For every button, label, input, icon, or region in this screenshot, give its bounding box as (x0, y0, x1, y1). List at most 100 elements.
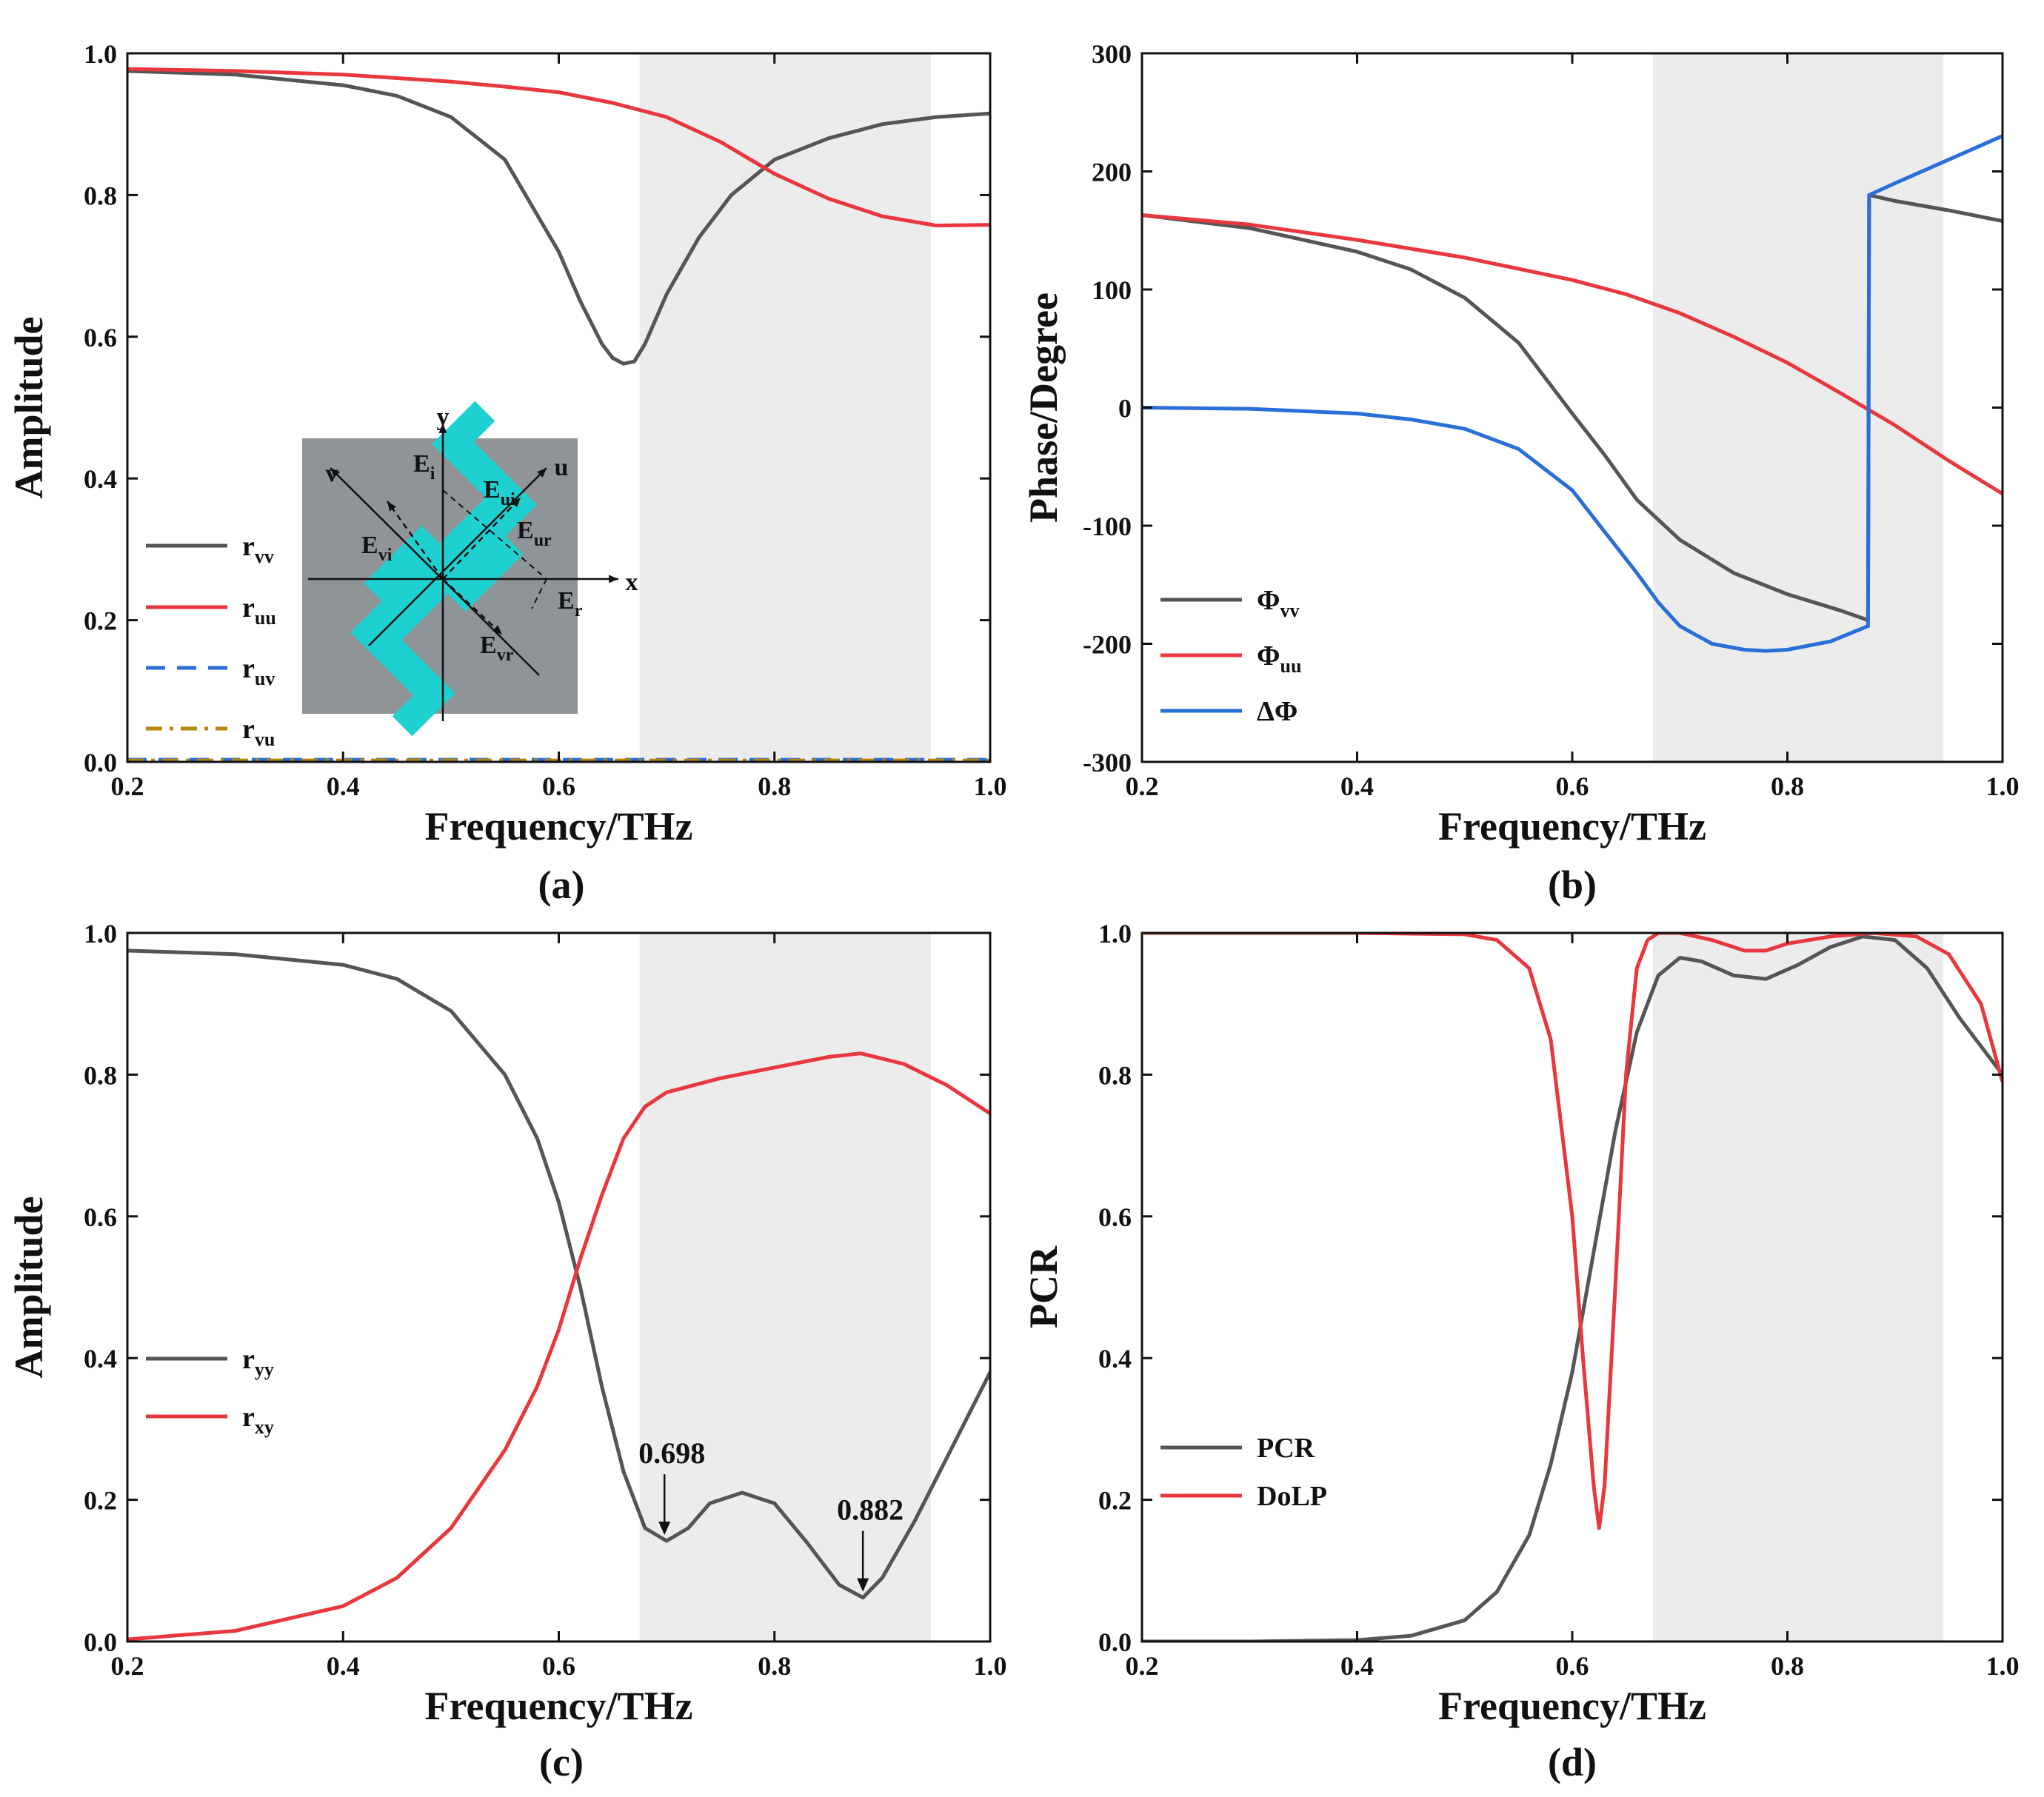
legend-label-sub: vv (255, 546, 274, 567)
panel-a: 0.2 0.4 0.6 0.8 1.00.00.20.40.60.81.0Frequen… (7, 39, 1007, 907)
series-line-ryy-0 (127, 948, 990, 1600)
y-tick-label: 0.0 (1098, 1627, 1132, 1657)
inset-v-axis (330, 467, 540, 676)
legend-label: rvv (242, 531, 274, 567)
y-axis-label: Amplitude (7, 1196, 51, 1378)
inset-field-label: Evr (480, 632, 514, 665)
inset-axis-label-x: x (626, 569, 638, 596)
inset-field-label: Evi (361, 532, 393, 565)
series-line-vv-0 (1142, 193, 2003, 623)
legend-label: DoLP (1257, 1481, 1327, 1512)
inset-evi-vector-head (387, 501, 396, 512)
panel-c: 0.2 0.4 0.6 0.8 1.00.00.20.40.60.81.0Frequen… (7, 919, 1007, 1784)
series-line-ruu-1 (127, 67, 990, 228)
x-tick-label: 1.0 (1986, 772, 2020, 801)
legend-label-sub: uu (1280, 655, 1302, 677)
x-tick-label: 0.4 (1340, 772, 1374, 801)
inset-field-sub: r (575, 601, 583, 620)
y-tick-label: 100 (1092, 275, 1132, 305)
inset-field-sub: ur (534, 531, 552, 550)
legend-label: PCR (1257, 1433, 1315, 1464)
x-tick-label: 0.6 (542, 772, 575, 801)
inset-field-main: E (558, 587, 575, 615)
series-line--2 (1142, 134, 2003, 653)
shaded-band (1652, 933, 1944, 1642)
inset-dashed-guide (531, 578, 547, 609)
legend-label: ruu (242, 592, 276, 629)
inset-y-axis-head (438, 424, 447, 433)
y-tick-label: 0.4 (84, 1344, 117, 1373)
inset-axis-label-y: y (437, 404, 450, 431)
shaded-band (639, 933, 931, 1642)
inset-field-sub: i (430, 464, 435, 483)
legend-label-main: r (242, 1402, 255, 1433)
y-tick-label: 0.6 (84, 1202, 117, 1232)
y-axis-label: Amplitude (7, 316, 51, 498)
series-line-rvv-0 (127, 69, 990, 366)
legend-label-sub: xy (255, 1416, 274, 1438)
x-tick-label: 0.6 (542, 1651, 575, 1681)
series-line-uu-1 (1142, 213, 2003, 496)
y-tick-label: 0.4 (84, 464, 117, 494)
y-tick-label: 0.0 (84, 1627, 117, 1657)
x-tick-label: 1.0 (974, 772, 1007, 801)
y-tick-label: 0 (1118, 394, 1132, 424)
x-tick-label: 1.0 (1986, 1651, 2020, 1681)
inset-field-label: Eui (484, 476, 515, 509)
inset-axis-label-v: v (326, 460, 338, 487)
y-tick-label: 0.2 (84, 1486, 117, 1516)
series-line-PCR-0 (1142, 934, 2003, 1642)
y-tick-label: 0.4 (1098, 1344, 1132, 1373)
x-tick-label: 0.2 (1126, 1651, 1159, 1681)
y-tick-label: 300 (1092, 39, 1132, 69)
x-tick-label: 0.6 (1556, 1651, 1589, 1681)
x-tick-label: 0.2 (1126, 772, 1159, 801)
inset-evi-vector (386, 501, 444, 580)
inset-dashed-guide (442, 489, 547, 580)
x-axis-label: Frequency/THz (1438, 1684, 1706, 1728)
panel-label: (d) (1548, 1740, 1597, 1784)
legend-label: rxy (242, 1402, 274, 1438)
legend-label-main: r (242, 714, 255, 745)
legend-label-sub: uv (255, 668, 275, 689)
y-tick-label: 200 (1092, 158, 1132, 187)
x-tick-label: 0.6 (1556, 772, 1589, 801)
x-tick-label: 1.0 (974, 1651, 1007, 1681)
inset-axis-label-u: u (555, 454, 569, 481)
y-tick-label: -100 (1083, 512, 1132, 541)
inset-x-axis-head (609, 575, 618, 583)
legend-label: Φuu (1257, 640, 1301, 677)
inset-field-sub: ui (501, 490, 515, 509)
legend-label: ruv (242, 653, 275, 689)
legend-label-sub: uu (255, 607, 276, 629)
x-tick-label: 0.8 (1771, 1651, 1804, 1681)
y-tick-label: 0.0 (84, 748, 117, 777)
y-tick-label: 0.6 (1098, 1202, 1132, 1232)
legend-label: rvu (242, 714, 275, 750)
inset-eur-vector (442, 497, 521, 580)
inset-field-main: E (413, 450, 430, 478)
inset-field-label: Er (558, 587, 583, 620)
panel-label: (c) (539, 1740, 584, 1784)
series-line-rxy-1 (127, 1051, 990, 1642)
inset-field-main: E (361, 532, 378, 559)
inset-v-axis-head (330, 468, 340, 478)
shaded-band (639, 53, 931, 762)
y-tick-label: 0.2 (1098, 1486, 1132, 1516)
inset-evr-vector-head (492, 625, 502, 635)
y-tick-label: 0.6 (84, 323, 117, 352)
inset-eur-vector-head (511, 498, 521, 508)
y-tick-label: -200 (1083, 630, 1132, 660)
annotation-arrowhead (857, 1578, 869, 1592)
inset-field-main: E (480, 632, 497, 659)
panel-d: 0.2 0.4 0.6 0.8 1.00.00.20.40.60.81.0Frequen… (1021, 919, 2020, 1784)
y-axis-label: PCR (1021, 1245, 1066, 1328)
x-axis-label: Frequency/THz (425, 1684, 693, 1728)
shaded-band (1652, 53, 1944, 762)
legend-label: ryy (242, 1344, 274, 1380)
inset-field-sub: vr (497, 646, 514, 665)
series-line-DoLP-1 (1142, 933, 2003, 1530)
x-tick-label: 0.8 (758, 1651, 791, 1681)
annotation-label: 0.882 (837, 1493, 904, 1527)
